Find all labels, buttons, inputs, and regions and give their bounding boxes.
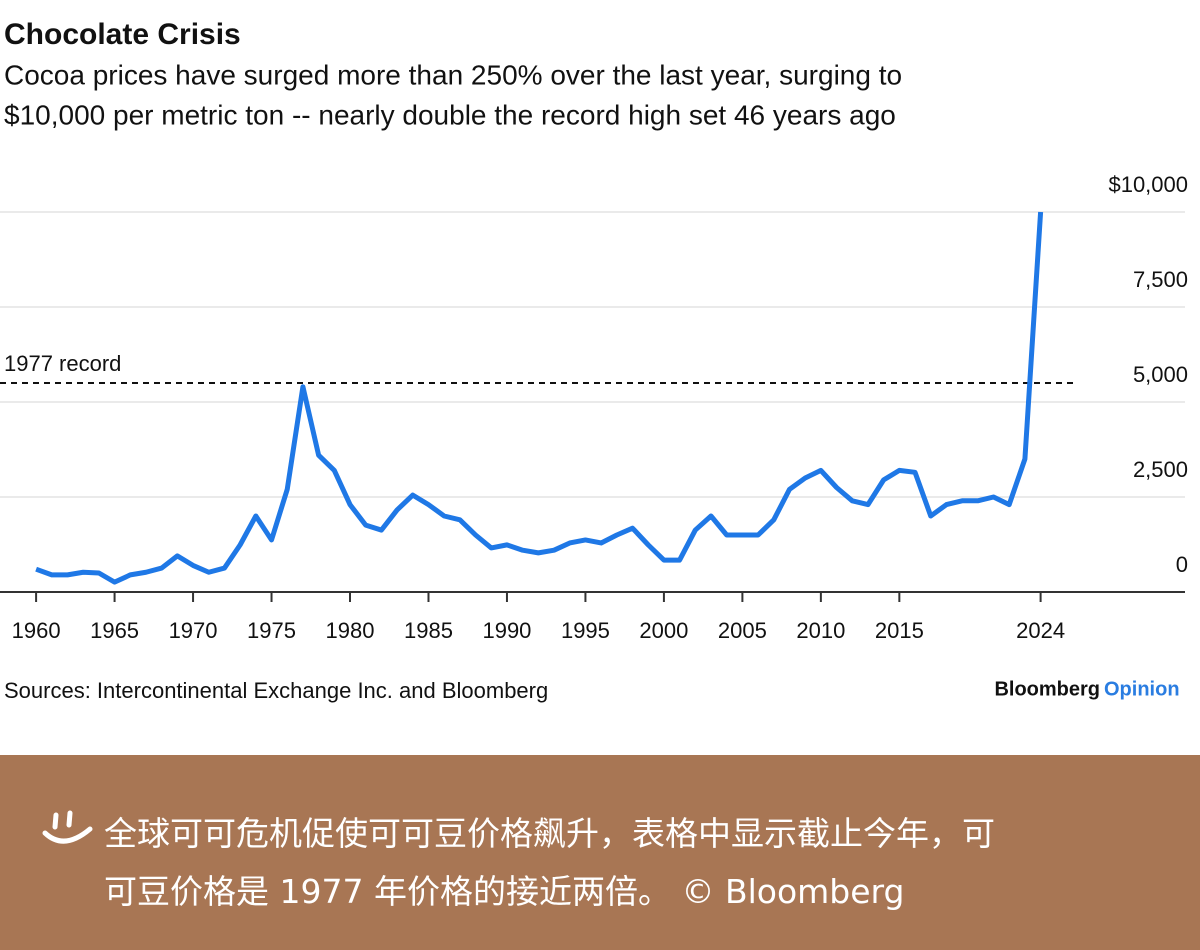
- caption-line: 可豆价格是 1977 年价格的接近两倍。 © Bloomberg: [104, 872, 905, 911]
- x-tick-label: 1990: [482, 618, 531, 643]
- x-tick-label: 1995: [561, 618, 610, 643]
- x-tick-label: 1980: [326, 618, 375, 643]
- x-tick-label: 2005: [718, 618, 767, 643]
- y-tick-label: $10,000: [1108, 172, 1188, 197]
- record-label: 1977 record: [4, 351, 121, 376]
- caption-box: 全球可可危机促使可可豆价格飙升，表格中显示截止今年，可 可豆价格是 1977 年…: [0, 755, 1200, 950]
- x-tick-label: 1985: [404, 618, 453, 643]
- x-tick-label: 1970: [169, 618, 218, 643]
- x-tick-label: 2024: [1016, 618, 1065, 643]
- chart-subtitle: $10,000 per metric ton -- nearly double …: [4, 99, 896, 130]
- y-tick-label: 5,000: [1133, 362, 1188, 387]
- chart-title: Chocolate Crisis: [4, 18, 241, 51]
- smile-icon: [42, 810, 93, 844]
- x-tick-label: 1965: [90, 618, 139, 643]
- x-tick-label: 2015: [875, 618, 924, 643]
- x-tick-label: 1960: [12, 618, 61, 643]
- x-tick-label: 2000: [639, 618, 688, 643]
- brand-accent: Opinion: [1104, 678, 1180, 700]
- y-tick-label: 0: [1176, 552, 1188, 577]
- y-tick-label: 7,500: [1133, 267, 1188, 292]
- x-tick-label: 1975: [247, 618, 296, 643]
- caption-line: 全球可可危机促使可可豆价格飙升，表格中显示截止今年，可: [104, 814, 995, 853]
- chart-subtitle: Cocoa prices have surged more than 250% …: [4, 59, 902, 90]
- x-tick-label: 2010: [796, 618, 845, 643]
- y-tick-label: 2,500: [1133, 457, 1188, 482]
- chart: Chocolate Crisis Cocoa prices have surge…: [0, 18, 1188, 703]
- price-line: [35, 211, 1044, 585]
- brand: Bloomberg: [994, 678, 1100, 700]
- source: Sources: Intercontinental Exchange Inc. …: [4, 678, 548, 703]
